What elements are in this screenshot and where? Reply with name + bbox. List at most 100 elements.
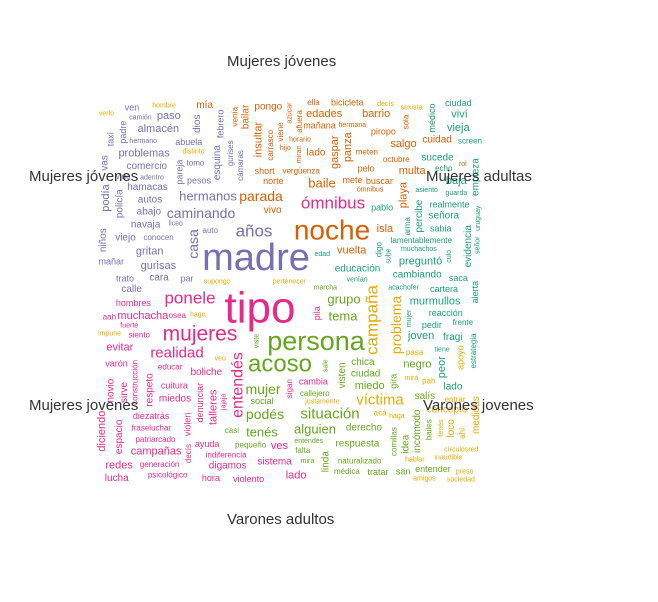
word-bicicleta-96: bicicleta [331,98,364,108]
word-varon-51: varón [105,358,128,368]
word-generacion-60: generación [140,460,180,469]
label-lower-left: Mujeres jovenes [29,397,139,414]
word-piropo-105: piropo [371,126,396,136]
word-sirve-44: sirve [119,381,130,403]
word-circulosred-203: círculosred [444,447,478,454]
word-gaspar-93: gaspar [329,135,341,169]
word-san-142: san [396,467,411,477]
word-visten-129: visten [337,362,348,388]
word-insultar-91: insultar [252,122,264,158]
word-chica-139: chica [351,357,375,368]
word-diezatras-41: diezatrás [133,411,170,421]
word-sola-113: sola [402,114,411,129]
word-par-36: par [181,273,194,283]
word-casi-136: casi [225,426,239,435]
word-manana-88: mañana [303,121,336,131]
word-pongo-94: pongo [254,102,282,113]
word-hermana-99: hermana [338,122,366,129]
word-hablar-209: hablar [405,456,425,463]
word-autos-1: autos [138,195,162,206]
word-verguenza-92: vergüenza [282,166,320,175]
word-frente-179: frente [453,318,474,327]
word-sigan-75: sigan [285,379,294,398]
word-multa-116: multa [399,165,427,177]
word-respuesta-125: respuesta [335,439,379,450]
word-navaja-5: navaja [131,220,161,231]
word-persona: persona [267,326,366,356]
word-vivo-103: vivo [264,205,282,216]
word-mujeres: mujeres [163,323,238,346]
word-acachofer-168: acachofer [388,284,419,291]
word-pablo-161: pablo [371,203,393,213]
word-justamente-217: justamente [304,399,339,406]
label-upper-left: Mujeres jóvenes [29,168,139,185]
word-salis-145: salís [415,391,436,402]
word-fuerte-70: fuerte [120,322,138,329]
word-indiferencia-64: indiferencia [206,451,247,460]
word-camaras-33: cámaras [236,150,245,181]
word-policia-7: policía [114,189,125,218]
word-acoso: acoso [248,351,312,378]
word-casa: casa [185,229,201,259]
word-bailar-98: bailar [241,104,252,129]
word-adentro-4: adentro [140,174,164,181]
word-cambiando-156: cambiando [393,269,442,280]
word-vida-13: vida [116,172,131,181]
word-meten-102: meten [356,148,378,157]
word-manar-23: mañar [98,256,124,266]
word-venian-173: venían [347,277,368,284]
word-apoyo-197: apoyo [456,345,466,370]
word-sale-135: sale [322,359,329,372]
word-sabia-154: sabia [430,224,452,234]
word-caminando: caminando [167,205,236,221]
word-paso-35: paso [157,110,181,122]
word-naturalizado-123: naturalizado [338,457,382,466]
word-digamos-67: digamos [209,461,247,472]
word-auto-28: auto [202,226,218,235]
word-miran-84: miran [296,146,303,164]
label-bottom: Varones adultos [227,511,335,528]
word-amigos-205: amigos [413,476,436,483]
word-senor-186: señor [474,236,481,254]
word-ven-39: ven [125,103,140,113]
word-ciudad-185: ciudad [445,98,472,108]
word-hora-72: hora [202,473,220,483]
word-derecho-131: derecho [346,423,383,434]
word-liceo-11: liceo [169,220,184,227]
word-sociedad-222: sociedad [447,477,475,484]
word-bailes-146: bailes [425,419,434,440]
word-denunciar-50: denunciar [195,383,205,423]
word-idea-134: idea [400,434,411,453]
word-esquina-27: esquina [212,145,223,180]
word-viejo-12: viejo [115,232,136,243]
word-vivi-181: viví [451,108,468,120]
word-buscar-110: buscar [366,176,393,186]
word-marcha-149: marcha [314,284,337,291]
word-senora-155: señora [429,211,460,222]
word-baile: baile [308,176,335,191]
word-boliche-62: boliche [190,367,222,378]
word-ayuda-63: ayuda [195,439,220,449]
word-tenes: tenés [246,425,278,440]
word-comercio-6: comercio [126,161,167,172]
word-horario-82: horario [289,137,311,144]
word-pelo-117: pelo [358,164,375,174]
word-negro-144: negro [403,359,431,371]
word-redes-69: redes [105,459,133,471]
word-peor-191: peor [436,356,448,378]
word-barrio-107: barrio [362,108,390,120]
word-carrasco-89: carrasco [266,129,275,160]
word-cuitura-43: cuitura [161,381,188,391]
word-cuidad-119: cuidad [422,135,451,146]
word-lado-86: lado [307,147,326,158]
word-fraseluchar-48: fraseluchar [132,424,172,433]
word-siento-55: siento [129,330,151,339]
word-problemas-10: problemas [118,148,170,160]
word-mia-120: mía [196,100,213,111]
word-tomo-18: tomo [187,158,205,167]
word-podia-16: podía [100,183,112,211]
word-saca-170: saca [449,273,468,283]
word-vieja-177: vieja [447,122,471,134]
word-vas-24: vas [100,155,111,171]
